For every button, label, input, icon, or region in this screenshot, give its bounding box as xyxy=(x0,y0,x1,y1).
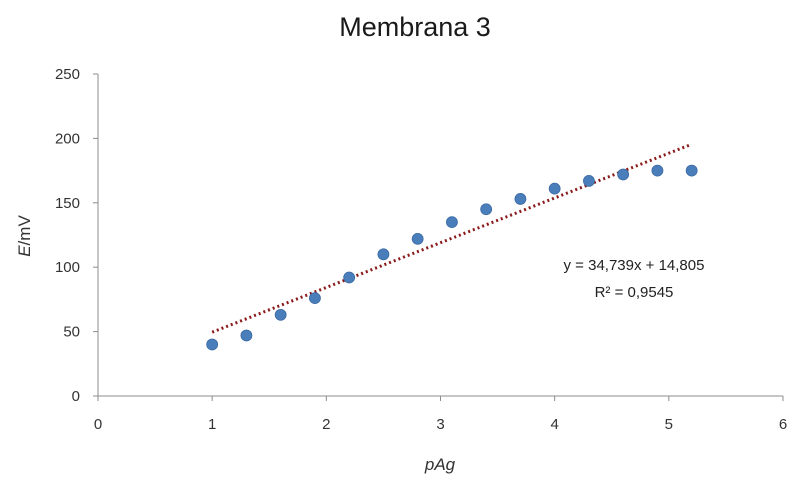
x-tick-label: 1 xyxy=(208,416,216,433)
y-tick-label: 150 xyxy=(55,195,80,212)
data-point xyxy=(377,248,390,261)
x-tick-label: 2 xyxy=(322,416,330,433)
y-tick-labels: 0 50 100 150 200 250 xyxy=(55,66,98,405)
data-point xyxy=(548,182,561,195)
y-tick-label: 250 xyxy=(55,66,80,83)
y-tick-label: 100 xyxy=(55,259,80,276)
y-tick-label: 0 xyxy=(72,388,80,405)
data-point xyxy=(206,338,219,351)
data-point xyxy=(651,164,664,177)
trendline-r-squared: R² = 0,9545 xyxy=(595,284,674,301)
data-point xyxy=(274,308,287,321)
data-point xyxy=(480,203,493,216)
x-tick-label: 4 xyxy=(550,416,558,433)
data-point xyxy=(411,232,424,245)
trendline xyxy=(211,142,693,334)
x-axis-label: pAg xyxy=(424,455,456,474)
y-tick-label: 200 xyxy=(55,130,80,147)
data-point xyxy=(240,329,253,342)
data-point xyxy=(617,168,630,181)
x-tick-label: 5 xyxy=(665,416,673,433)
x-tick-label: 6 xyxy=(779,416,787,433)
data-point xyxy=(343,271,356,284)
chart-title: Membrana 3 xyxy=(339,12,491,42)
data-point xyxy=(309,292,321,305)
y-axis-label: E/mV xyxy=(15,215,34,257)
data-point xyxy=(685,164,698,177)
data-points xyxy=(206,164,698,351)
y-tick-label: 50 xyxy=(63,324,80,341)
x-tick-label: 0 xyxy=(94,416,102,433)
trendline-equation: y = 34,739x + 14,805 xyxy=(564,257,705,274)
x-tick-label: 3 xyxy=(436,416,444,433)
data-point xyxy=(583,175,595,187)
data-point xyxy=(514,193,527,205)
data-point xyxy=(446,216,458,229)
y-axis-label-unit: /mV xyxy=(15,215,34,246)
axes xyxy=(97,74,783,397)
y-axis-label-symbol: E xyxy=(15,245,34,257)
x-tick-labels: 0 1 2 3 4 5 6 xyxy=(94,396,787,433)
